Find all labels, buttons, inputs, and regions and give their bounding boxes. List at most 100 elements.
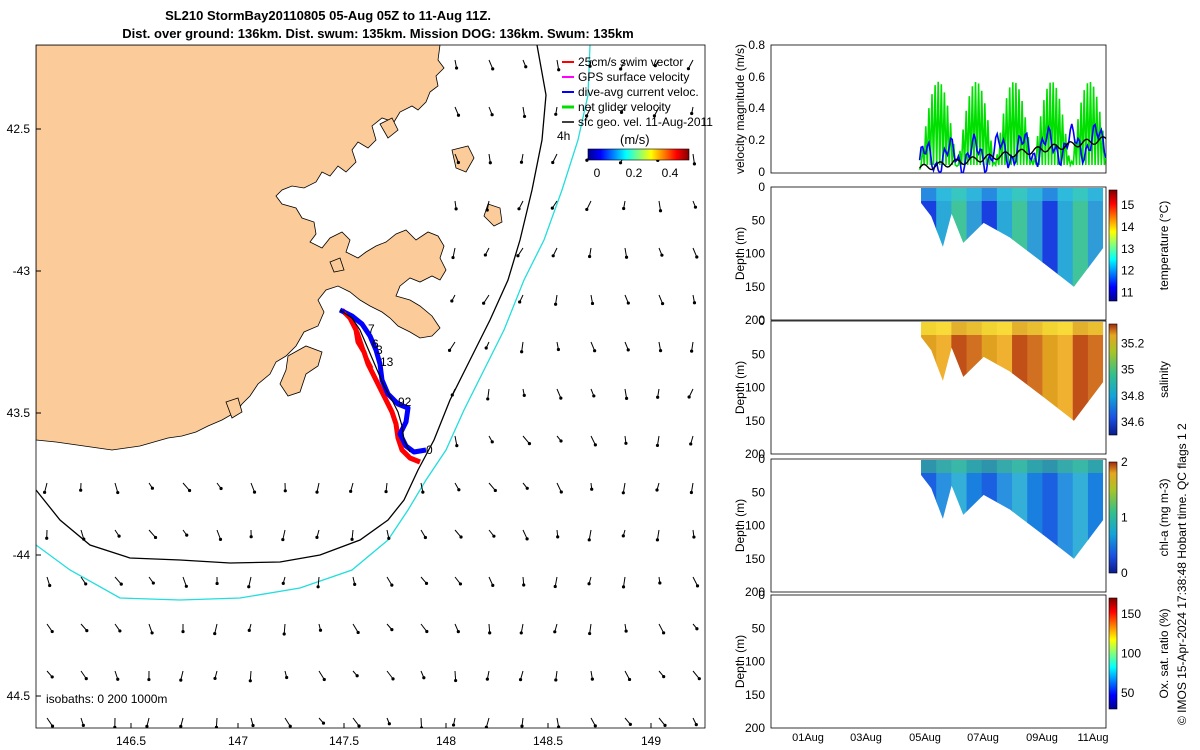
geo-arrowhead-165 [485,677,489,681]
geo-arrowhead-188 [593,724,597,728]
geo-arrowhead-91 [689,490,694,495]
geo-arrow-116 [182,576,187,587]
geo-arrowhead-124 [458,582,463,586]
geo-arrowhead-52 [593,349,597,353]
geo-arrow-48 [449,341,456,351]
geo-arrowhead-97 [218,537,223,541]
credit-text: © IMOS 15-Apr-2024 17:38:48 Hobart time.… [1175,423,1189,725]
map-x-tick-1465: 146.5 [116,734,146,748]
geo-arrowhead-128 [587,582,591,586]
geo-arrowhead-64 [455,444,459,448]
land-island-4 [279,345,323,397]
geo-arrowhead-57 [486,397,490,401]
legend-label-net: net glider velocity [578,100,671,114]
time-tick-07aug: 07Aug [967,732,999,744]
depth-ylabel-salinity: Depth (m) [733,361,747,414]
geo-arrowhead-136 [181,629,185,634]
depth-panel-salinity: 0 50 100 150 200 Depth (m) 34.6 34.8 35 35.2 salin… [733,314,1171,461]
geo-arrowhead-145 [488,631,492,635]
geo-arrowhead-75 [150,486,154,490]
colorbar-chl-a [1108,461,1118,574]
cbar-tick-salinity-34.6: 34.6 [1121,415,1145,429]
geo-arrowhead-144 [456,630,460,634]
map-x-tick-148: 148 [436,734,456,748]
geo-arrowhead-56 [450,393,454,397]
geo-arrowhead-90 [655,488,659,492]
geo-arrowhead-107 [556,535,560,539]
cbar-label-chl-a: chl-a (mg m-3) [1157,478,1171,556]
geo-arrow-118 [248,576,252,587]
isobath-200m [36,45,547,564]
geo-arrow-30 [658,200,662,211]
geo-arrow-99 [282,529,286,540]
geo-arrowhead-42 [518,300,522,304]
time-tick-09aug: 09Aug [1026,732,1058,744]
geo-arrowhead-152 [50,675,54,679]
geo-arrowhead-186 [520,724,524,728]
geo-arrowhead-114 [119,582,123,586]
cbar-tick-chl-a-2: 2 [1121,455,1128,469]
geo-arrowhead-72 [43,490,47,494]
geo-arrowhead-48 [447,348,452,352]
geo-arrow-89 [622,482,626,493]
geo-arrowhead-83 [421,490,425,494]
depth-ylabel-chl-a: Depth (m) [733,499,747,552]
velocity-ytick-0: 0 [758,165,765,179]
geo-arrowhead-54 [658,349,663,353]
cbar-tick-oxygen-50: 50 [1121,686,1135,700]
geo-arrowhead-126 [522,583,526,587]
geo-arrowhead-61 [624,396,629,400]
map-x-tick-149: 149 [641,734,661,748]
geo-arrowhead-176 [179,724,183,728]
geo-arrowhead-140 [318,628,323,632]
cbar-tick-temperature-11: 11 [1121,285,1134,299]
geo-arrowhead-183 [419,726,424,728]
geo-arrowhead-105 [492,534,496,538]
legend-label-swim: 25cm/s swim vector [578,55,683,69]
geo-arrowhead-98 [249,535,253,539]
cbar-tick-temperature-15: 15 [1121,198,1135,212]
geo-arrowhead-47 [692,301,697,305]
geo-arrow-158 [249,670,252,681]
land-island-3 [329,257,345,273]
geo-arrowhead-46 [660,301,665,306]
track-label-7: 7 [368,322,375,336]
geo-arrowhead-156 [179,678,183,682]
geo-arrow-97 [216,529,221,540]
geo-arrowhead-1 [491,67,495,71]
geo-arrowhead-170 [662,674,666,679]
geo-arrowhead-2 [524,65,528,69]
map-x-tick-1485: 148.5 [533,734,563,748]
depth-tick-chl-a-100: 100 [745,519,765,533]
section-band-salinity-9 [1057,322,1074,421]
geo-arrowhead-162 [391,677,395,681]
map-y-tick-445: 44.5 [7,689,31,703]
geo-arrowhead-23 [692,162,697,166]
geo-arrowhead-94 [117,534,121,538]
geo-arrowhead-104 [459,535,463,539]
depth-tick-salinity-150: 150 [745,414,765,428]
geo-arrowhead-80 [315,490,319,494]
geo-arrow-64 [454,435,458,446]
geo-arrowhead-173 [81,723,85,727]
geo-arrowhead-184 [451,723,456,727]
geo-arrowhead-60 [592,394,596,398]
geo-arrowhead-28 [585,207,589,212]
time-tick-11aug: 11Aug [1078,732,1109,744]
geo-arrowhead-112 [48,583,52,588]
geo-arrowhead-76 [187,488,192,493]
velocity-ytick-08: 0.8 [748,38,765,52]
section-band-chl-a-9 [1057,460,1074,559]
geo-arrowhead-12 [585,114,589,118]
geo-arrowhead-139 [282,632,286,636]
colorbar-salinity [1108,323,1118,436]
geo-arrowhead-33 [483,253,487,257]
geo-arrow-141 [352,623,359,633]
geo-arrowhead-163 [422,676,426,680]
geo-arrowhead-191 [694,723,698,727]
geo-arrow-110 [656,529,660,540]
depth-panel-temperature: 0 50 100 150 200 Depth (m) 11 12 13 14 15 temperatu… [733,180,1171,327]
geo-arrowhead-142 [390,628,394,632]
